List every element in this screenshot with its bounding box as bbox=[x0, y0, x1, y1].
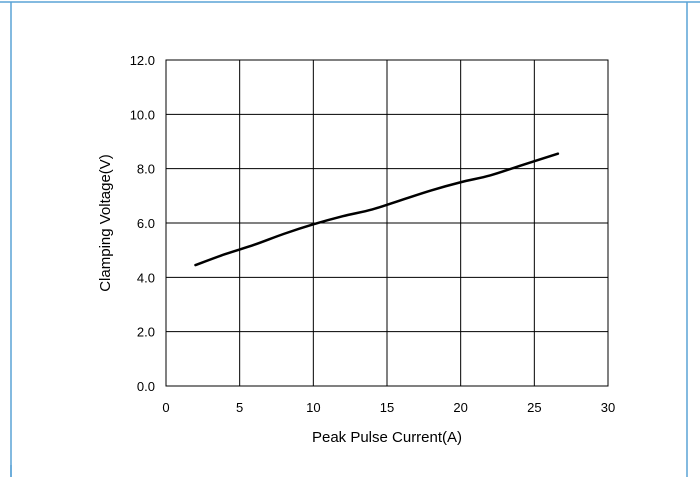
y-tick-label: 2.0 bbox=[137, 325, 155, 340]
y-tick-label: 4.0 bbox=[137, 270, 155, 285]
y-tick-label: 10.0 bbox=[130, 107, 155, 122]
x-tick-label: 5 bbox=[236, 400, 243, 415]
x-tick-label: 25 bbox=[527, 400, 541, 415]
grid-lines bbox=[166, 60, 608, 386]
y-tick-label: 12.0 bbox=[130, 53, 155, 68]
x-axis-label: Peak Pulse Current(A) bbox=[312, 429, 462, 446]
y-axis-label: Clamping Voltage(V) bbox=[97, 154, 114, 292]
x-tick-label: 0 bbox=[162, 400, 169, 415]
y-tick-label: 6.0 bbox=[137, 216, 155, 231]
x-axis-ticks: 0 5 10 15 20 25 30 bbox=[162, 400, 615, 415]
y-tick-label: 8.0 bbox=[137, 162, 155, 177]
x-tick-label: 20 bbox=[453, 400, 467, 415]
y-axis-ticks: 0.0 2.0 4.0 6.0 8.0 10.0 12.0 bbox=[130, 53, 155, 394]
x-tick-label: 15 bbox=[380, 400, 394, 415]
series-line-clamping-voltage bbox=[194, 152, 560, 267]
x-tick-label: 10 bbox=[306, 400, 320, 415]
y-tick-label: 0.0 bbox=[137, 379, 155, 394]
plot-area bbox=[165, 59, 609, 387]
x-tick-label: 30 bbox=[601, 400, 615, 415]
